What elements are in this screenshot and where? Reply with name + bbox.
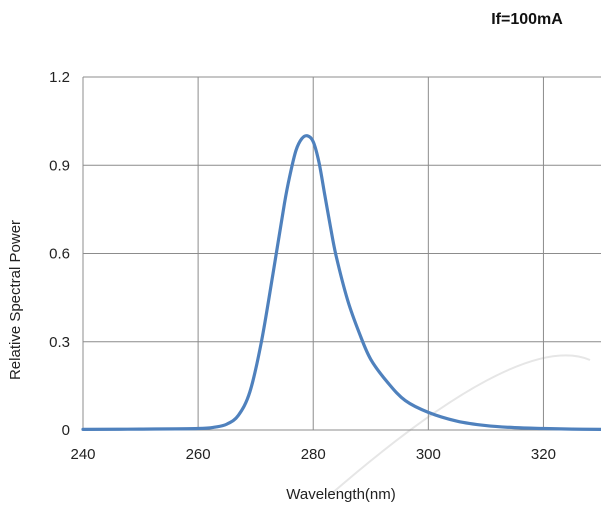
grid-layer [82, 76, 601, 431]
x-axis-title: Wavelength(nm) [286, 486, 395, 503]
y-axis-title: Relative Spectral Power [7, 220, 24, 380]
x-tick-label: 320 [531, 446, 556, 463]
spectrum-series-line [81, 134, 601, 432]
y-tick-label: 1.2 [49, 69, 70, 86]
x-tick-label: 260 [186, 446, 211, 463]
y-tick-label: 0.3 [49, 334, 70, 351]
y-tick-label: 0.6 [49, 246, 70, 263]
watermark-arc [329, 354, 591, 496]
current-annotation: If=100mA [491, 11, 563, 28]
x-tick-label: 300 [416, 446, 441, 463]
y-tick-label: 0.9 [49, 157, 70, 174]
series-layer [81, 134, 601, 432]
y-tick-label: 0 [62, 422, 70, 439]
x-tick-label: 240 [70, 446, 95, 463]
tick-label-layer: 0 0.3 0.6 0.9 1.2 240 260 280 300 320 [49, 69, 556, 463]
x-tick-label: 280 [301, 446, 326, 463]
